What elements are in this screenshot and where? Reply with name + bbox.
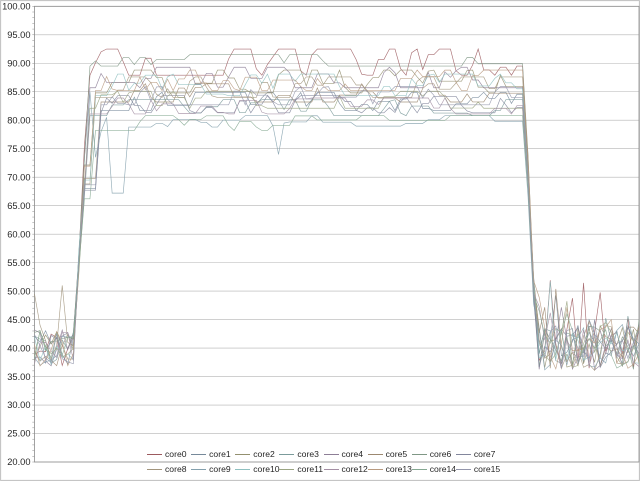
svg-text:25.00: 25.00 (7, 429, 30, 439)
svg-text:80.00: 80.00 (7, 115, 30, 125)
svg-text:85.00: 85.00 (7, 87, 30, 97)
svg-text:30.00: 30.00 (7, 400, 30, 410)
svg-text:70.00: 70.00 (7, 172, 30, 182)
svg-text:90.00: 90.00 (7, 58, 30, 68)
svg-text:65.00: 65.00 (7, 201, 30, 211)
svg-text:100.00: 100.00 (2, 2, 30, 12)
svg-text:35.00: 35.00 (7, 372, 30, 382)
svg-text:55.00: 55.00 (7, 258, 30, 268)
svg-text:75.00: 75.00 (7, 144, 30, 154)
svg-text:45.00: 45.00 (7, 315, 30, 325)
svg-text:20.00: 20.00 (7, 457, 30, 467)
svg-text:40.00: 40.00 (7, 343, 30, 353)
svg-text:95.00: 95.00 (7, 30, 30, 40)
svg-text:60.00: 60.00 (7, 229, 30, 239)
svg-text:50.00: 50.00 (7, 286, 30, 296)
